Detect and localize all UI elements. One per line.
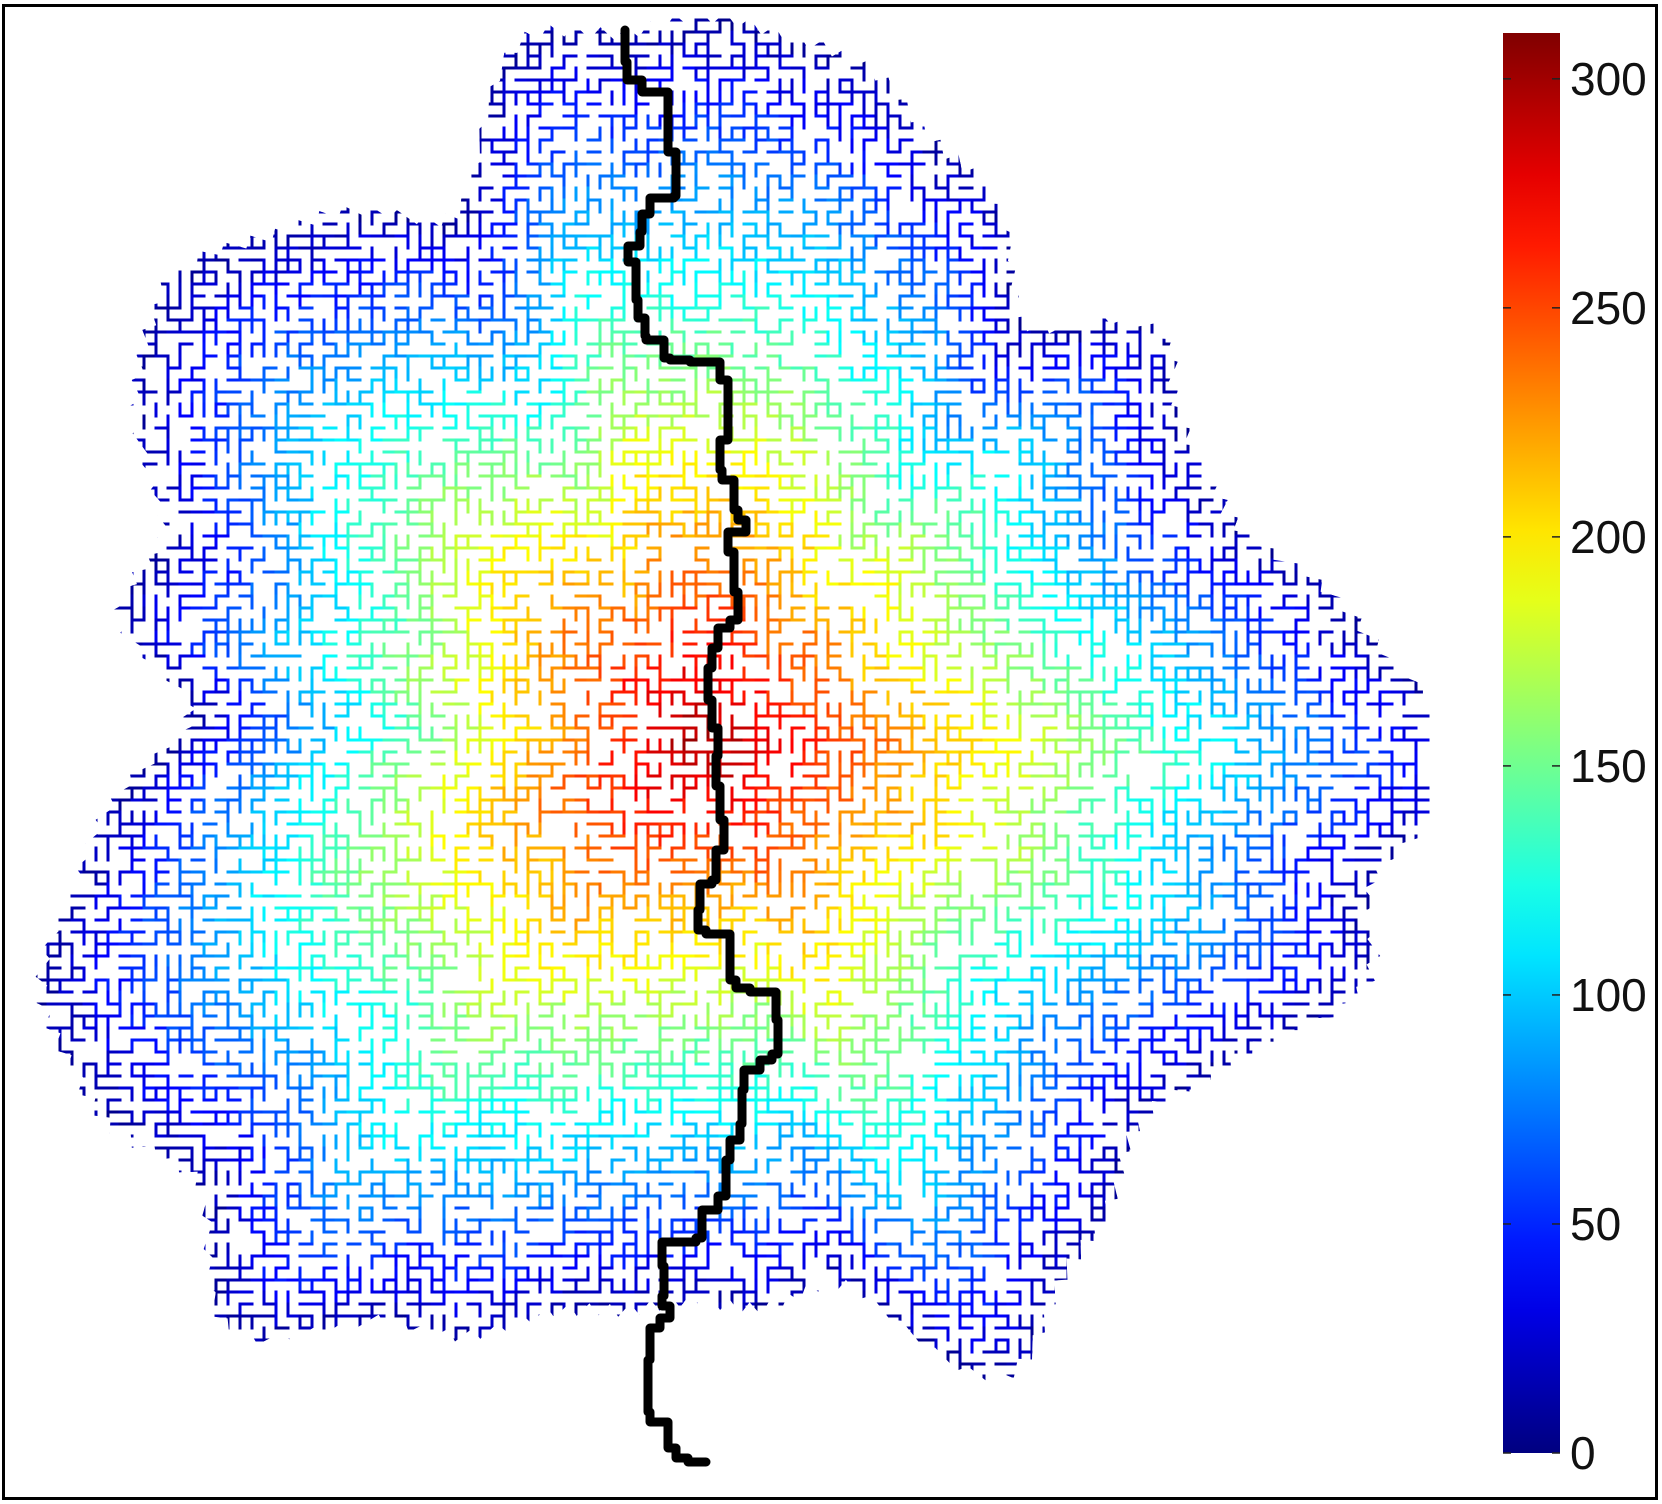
cluster-heatmap [35, 18, 1430, 1383]
